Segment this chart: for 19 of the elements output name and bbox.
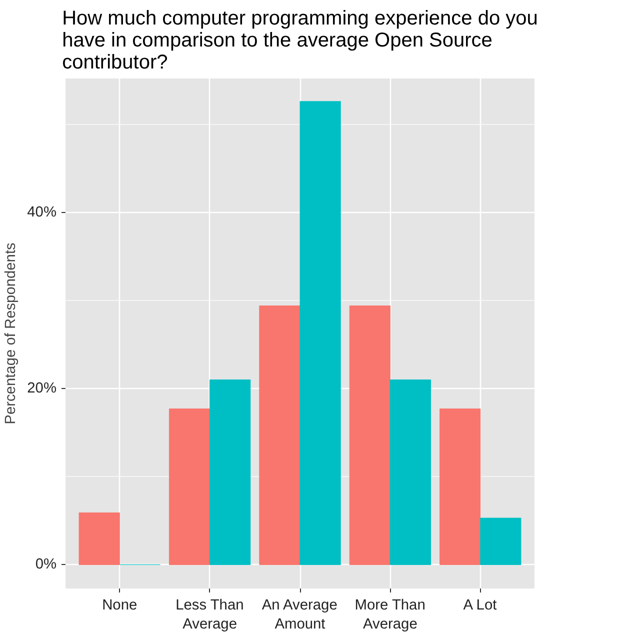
y-tick-label: 40% bbox=[27, 204, 57, 220]
bar bbox=[440, 408, 481, 565]
y-tick-label: 0% bbox=[35, 556, 57, 573]
x-tick-label: A Lot bbox=[463, 598, 497, 614]
bar bbox=[480, 518, 522, 565]
x-tick-label: None bbox=[102, 598, 138, 614]
bar bbox=[168, 408, 210, 565]
bar bbox=[390, 379, 432, 565]
y-axis-title: Percentage of Respondents bbox=[3, 242, 20, 424]
bar bbox=[300, 101, 341, 565]
x-tick-label: More Than Average bbox=[354, 598, 426, 633]
x-tick-label: An Average Amount bbox=[262, 598, 338, 633]
y-tick-label: 20% bbox=[27, 380, 57, 397]
bar bbox=[349, 306, 390, 565]
bar bbox=[210, 379, 251, 565]
x-tick-label: Less Than Average bbox=[176, 598, 244, 633]
chart-title: How much computer programming experience do you have in comparison to the average Open Source contributor? bbox=[62, 8, 538, 74]
bar bbox=[78, 512, 120, 565]
bar bbox=[259, 306, 300, 565]
